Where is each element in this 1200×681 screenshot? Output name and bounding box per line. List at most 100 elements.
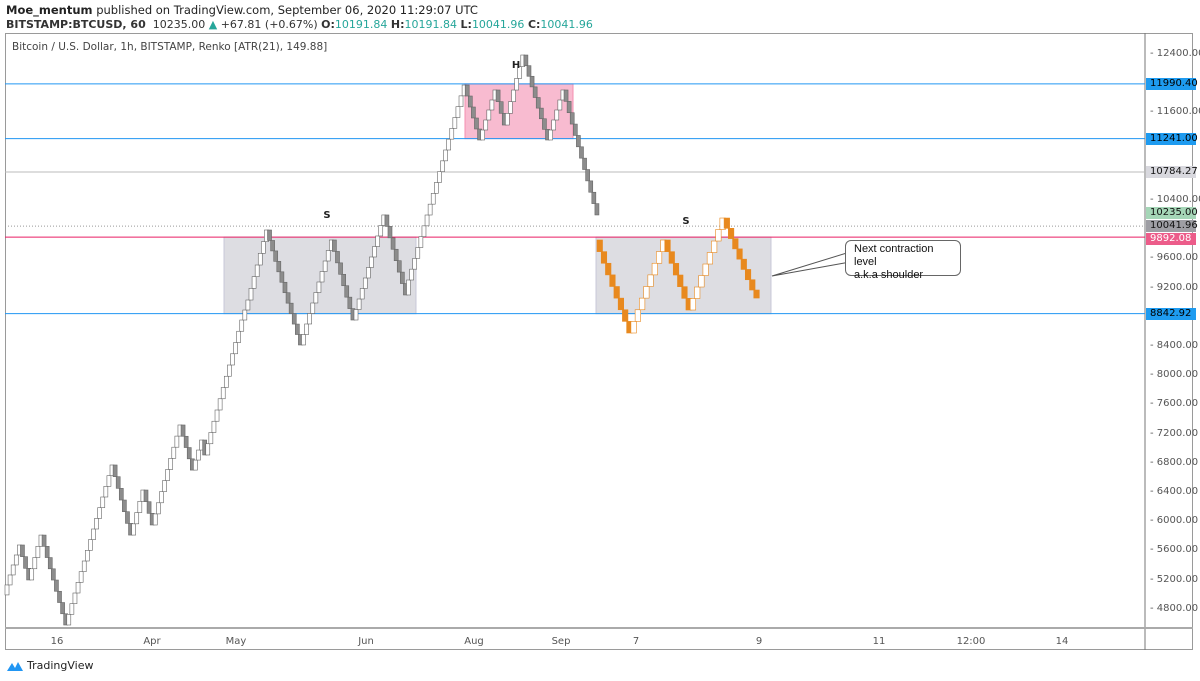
renko-brick [585,169,590,182]
renko-brick [353,309,359,321]
renko-brick [588,180,594,193]
renko-brick [279,271,285,283]
right-shoulder-label: S [682,216,690,227]
renko-brick [72,592,78,604]
renko-brick [242,309,248,321]
renko-brick [437,171,442,183]
renko-brick [159,491,164,504]
renko-brick [600,251,608,264]
renko-brick [539,107,544,120]
tradingview-logo[interactable]: TradingView [6,659,93,672]
renko-brick [35,545,41,558]
price-tag: 10784.27 [1146,165,1198,178]
renko-brick [749,279,756,291]
renko-brick [10,564,16,576]
price-tick: - 6800.00 [1150,456,1199,468]
renko-brick [511,89,516,102]
renko-brick [118,488,124,501]
brand-name: TradingView [27,659,94,672]
time-tick: 12:00 [956,636,986,647]
renko-brick [186,447,192,460]
chart-title: Bitcoin / U.S. Dollar, 1h, BITSTAMP, Ren… [12,41,328,53]
renko-brick [214,409,220,422]
renko-brick [390,237,396,250]
renko-brick [596,239,603,252]
price-tag: 10041.96 [1146,220,1198,233]
price-tick: - 5200.00 [1150,573,1199,585]
renko-brick [400,271,405,284]
renko-brick [57,590,62,603]
renko-brick [211,420,217,433]
renko-brick [698,275,705,288]
renko-brick [455,106,461,118]
renko-brick [94,518,99,530]
renko-brick [91,528,96,540]
time-tick: Jun [358,636,374,647]
price-tick: - 5600.00 [1150,544,1199,556]
renko-brick [347,296,353,309]
renko-brick [576,135,581,148]
renko-brick [643,286,650,299]
renko-brick [51,568,56,581]
renko-brick [517,66,523,79]
up-arrow-icon: ▲ [208,18,218,31]
renko-brick [288,302,294,314]
symbol: BITSTAMP:BTCUSD, 60 [6,18,146,31]
renko-brick [557,99,563,111]
time-tick: Aug [464,636,484,647]
renko-brick [60,602,65,615]
renko-brick [369,256,374,268]
renko-brick [146,501,152,514]
renko-brick [162,480,167,492]
renko-brick [579,146,584,159]
renko-brick [134,512,140,525]
renko-brick [566,101,572,114]
renko-brick [4,584,10,596]
renko-brick [152,513,158,526]
renko-brick [81,560,87,572]
renko-brick [523,54,529,66]
renko-brick [387,226,393,239]
renko-brick [174,435,180,448]
renko-brick [227,364,232,377]
renko-brick [393,248,399,261]
time-tick: 16 [50,636,64,647]
renko-brick [54,579,59,592]
renko-brick [131,523,136,536]
renko-brick [230,353,235,366]
renko-brick [415,247,421,259]
renko-brick [572,123,578,136]
author[interactable]: Moe_mentum [6,3,93,17]
renko-brick [723,217,730,229]
renko-brick [634,309,641,322]
renko-brick [483,119,489,131]
renko-brick [474,117,479,130]
renko-brick [301,334,306,346]
renko-brick [236,330,241,343]
renko-brick [569,112,575,125]
renko-brick [75,582,81,594]
renko-brick [319,271,325,283]
renko-brick [753,289,760,299]
renko-brick [622,309,629,322]
renko-brick [267,229,272,241]
price-tick: - 7600.00 [1150,398,1199,410]
time-tick: May [225,636,247,647]
renko-brick [322,260,328,272]
renko-brick [526,65,532,77]
renko-brick [702,263,709,276]
renko-brick [32,557,38,570]
renko-brick [112,464,118,477]
open: 10191.84 [334,18,388,31]
renko-brick [338,262,343,275]
price-tick: - 9200.00 [1150,281,1199,293]
renko-brick [409,268,414,281]
renko-brick [458,95,464,107]
renko-brick [594,203,600,216]
time-tick: Apr [143,636,161,647]
renko-brick [467,95,473,108]
renko-brick [97,507,102,519]
renko-brick [69,603,75,615]
renko-brick [66,614,72,626]
